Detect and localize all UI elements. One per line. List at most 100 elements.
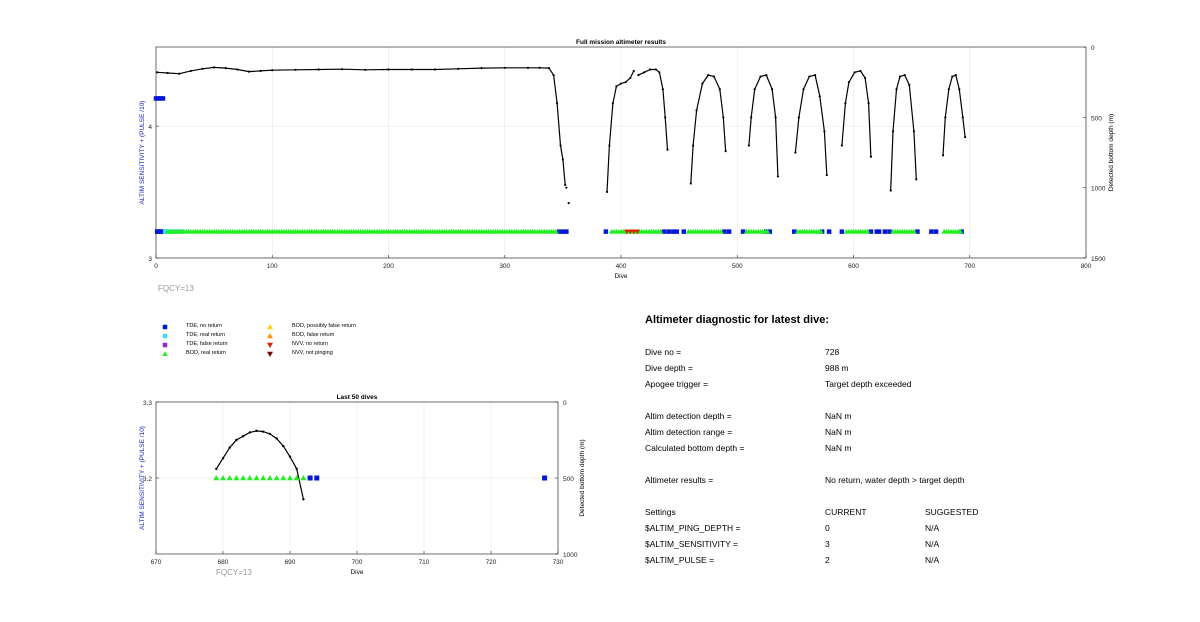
depth-line xyxy=(748,74,779,177)
depth-point xyxy=(847,81,850,84)
depth-point xyxy=(654,68,657,71)
detect-range-label: Altim detection range = xyxy=(645,427,733,437)
depth-point xyxy=(624,81,627,84)
legend-label: TDE, real return xyxy=(186,332,226,338)
legend-label: BOD, real return xyxy=(186,350,227,356)
legend-label: NVV, not pinging xyxy=(292,350,333,356)
depth-point xyxy=(776,175,780,178)
depth-point xyxy=(215,467,218,471)
data-point xyxy=(911,228,917,234)
data-point xyxy=(226,475,233,481)
y-axis-label: ALTIM SENSITIVITY + (PULSE /10) xyxy=(139,101,146,205)
depth-point xyxy=(611,102,614,105)
x-tick-label: 200 xyxy=(383,263,394,270)
depth-point xyxy=(565,186,568,189)
depth-point xyxy=(869,155,873,158)
depth-point xyxy=(555,102,559,105)
depth-point xyxy=(236,68,239,71)
x-tick-label: 800 xyxy=(1081,263,1092,270)
diagnostic-title: Altimeter diagnostic for latest dive: xyxy=(645,314,829,326)
full-mission-chart: 0 100 200 300 400 500 600 700 800 3 4 0 500 1000 1500 F… xyxy=(139,39,1115,293)
sensitivity-suggested: N/A xyxy=(925,539,940,549)
data-point xyxy=(158,96,163,101)
depth-point xyxy=(853,71,856,74)
depth-point xyxy=(722,116,725,119)
legend-label: BOD, false return xyxy=(292,332,335,338)
depth-point xyxy=(891,130,895,133)
depth-point xyxy=(294,68,297,71)
y-right-tick-label: 1000 xyxy=(1091,186,1106,193)
depth-point xyxy=(712,75,716,78)
depth-point xyxy=(247,70,251,73)
depth-point xyxy=(201,67,204,70)
depth-point xyxy=(661,88,664,91)
data-point xyxy=(722,229,727,234)
depth-point xyxy=(964,135,967,139)
data-point xyxy=(233,475,240,481)
depth-point xyxy=(908,83,911,87)
depth-line xyxy=(942,74,966,156)
depth-point xyxy=(259,69,262,73)
depth-point xyxy=(166,71,169,75)
x-tick-label: 600 xyxy=(848,263,859,270)
depth-point xyxy=(774,116,777,119)
depth-point xyxy=(707,74,710,77)
calc-bottom-value: NaN m xyxy=(825,443,852,453)
data-point xyxy=(666,229,671,234)
calc-bottom-label: Calculated bottom depth = xyxy=(645,443,745,453)
depth-point xyxy=(387,68,390,71)
data-point xyxy=(246,475,253,481)
y-right-tick-label: 500 xyxy=(563,476,574,483)
data-point xyxy=(162,333,168,339)
depth-point xyxy=(903,74,906,77)
data-point xyxy=(267,342,273,348)
legend-label: BOD, possibly false return xyxy=(292,323,356,329)
data-point xyxy=(767,229,773,234)
depth-point xyxy=(658,71,661,74)
data-point xyxy=(557,229,562,234)
depth-point xyxy=(637,74,640,77)
data-point xyxy=(882,229,888,234)
depth-point xyxy=(895,88,898,91)
data-point xyxy=(553,228,559,234)
data-point xyxy=(267,333,273,339)
depth-point xyxy=(844,102,847,105)
data-point xyxy=(631,229,637,235)
depth-point xyxy=(340,68,344,71)
data-point xyxy=(864,228,871,234)
depth-point xyxy=(944,116,947,119)
depth-line xyxy=(690,74,727,184)
x-tick-label: 100 xyxy=(267,263,278,270)
depth-point xyxy=(867,102,870,105)
data-point xyxy=(287,475,293,481)
data-point xyxy=(868,229,874,234)
x-tick-label: 0 xyxy=(154,263,158,270)
y-tick-label: 3 xyxy=(148,256,152,263)
depth-point xyxy=(859,69,862,73)
dive-no-value: 728 xyxy=(825,347,840,357)
depth-point xyxy=(564,183,567,186)
data-point xyxy=(661,229,667,234)
data-point xyxy=(671,229,676,234)
depth-point xyxy=(262,430,265,433)
depth-point xyxy=(797,116,800,119)
depth-point xyxy=(664,116,667,119)
x-axis-label: Dive xyxy=(614,273,627,280)
data-point xyxy=(293,475,300,481)
depth-line xyxy=(606,70,635,192)
ping-depth-label: $ALTIM_PING_DEPTH = xyxy=(645,523,741,533)
data-point xyxy=(839,229,845,234)
data-point xyxy=(874,229,879,234)
depth-point xyxy=(608,144,611,147)
data-point xyxy=(300,475,307,481)
depth-point xyxy=(695,109,698,112)
depth-point xyxy=(701,82,704,85)
apogee-value: Target depth exceeded xyxy=(825,379,912,389)
data-point xyxy=(657,228,664,234)
detect-depth-value: NaN m xyxy=(825,411,852,421)
depth-point xyxy=(840,144,843,147)
fqcy-annotation: FQCY=13 xyxy=(158,284,194,293)
ping-depth-suggested: N/A xyxy=(925,523,940,533)
pulse-current: 2 xyxy=(825,555,830,565)
detect-range-value: NaN m xyxy=(825,427,852,437)
